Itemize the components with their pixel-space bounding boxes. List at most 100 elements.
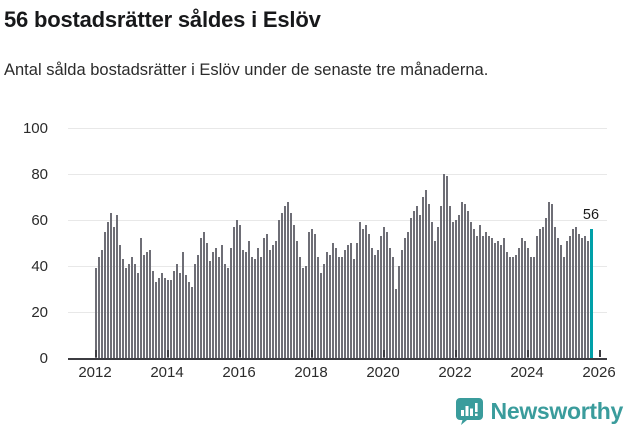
bar — [359, 222, 362, 358]
bar — [308, 231, 311, 358]
bar — [539, 229, 542, 358]
x-axis-tick-label: 2022 — [438, 364, 472, 381]
bar — [149, 249, 152, 358]
y-axis-tick-label: 100 — [22, 120, 48, 137]
bar — [152, 270, 155, 358]
y-axis-tick-label: 60 — [31, 212, 48, 229]
bar — [176, 263, 179, 358]
bar — [239, 224, 242, 358]
bar — [254, 259, 257, 358]
bar — [341, 256, 344, 358]
bar — [566, 240, 569, 358]
x-axis-tick-label: 2012 — [78, 364, 112, 381]
bar — [227, 268, 230, 358]
bar — [575, 226, 578, 358]
bar — [104, 231, 107, 358]
bar — [296, 240, 299, 358]
bar — [137, 272, 140, 358]
bar — [107, 222, 110, 358]
x-axis-tick — [599, 350, 601, 357]
bar — [167, 279, 170, 358]
bar — [446, 176, 449, 358]
bar — [434, 240, 437, 358]
bar — [455, 220, 458, 358]
bar — [482, 236, 485, 358]
bar — [551, 203, 554, 358]
bar — [386, 231, 389, 358]
bar — [581, 238, 584, 358]
bar — [425, 190, 428, 358]
bar — [356, 243, 359, 358]
bar — [212, 252, 215, 358]
bar — [125, 268, 128, 358]
gridline — [68, 220, 607, 221]
bar — [203, 231, 206, 358]
x-axis-tick — [311, 350, 313, 357]
plot-area — [68, 128, 607, 360]
footer: Newsworthy — [0, 396, 631, 439]
bar — [302, 268, 305, 358]
bar — [533, 256, 536, 358]
bar — [101, 249, 104, 358]
bar — [497, 240, 500, 358]
bar — [284, 206, 287, 358]
bar — [134, 263, 137, 358]
x-axis-tick — [167, 350, 169, 357]
bar — [473, 229, 476, 358]
bar — [542, 226, 545, 358]
bar — [494, 243, 497, 358]
bar — [476, 236, 479, 358]
bar — [401, 249, 404, 358]
bar — [215, 247, 218, 358]
bar — [98, 256, 101, 358]
bar — [368, 233, 371, 358]
bar — [458, 215, 461, 358]
bar — [119, 245, 122, 358]
bar — [524, 240, 527, 358]
bar — [266, 233, 269, 358]
x-axis-tick — [455, 350, 457, 357]
bar — [305, 266, 308, 358]
page-subtitle: Antal sålda bostadsrätter i Eslöv under … — [4, 61, 489, 79]
bar — [587, 240, 590, 358]
bar — [470, 222, 473, 358]
bar — [269, 249, 272, 358]
bar — [464, 203, 467, 358]
bar — [506, 252, 509, 358]
gridline — [68, 266, 607, 267]
bar — [431, 222, 434, 358]
bar — [326, 252, 329, 358]
bar — [278, 220, 281, 358]
bar — [110, 213, 113, 358]
bar — [545, 217, 548, 358]
bar — [530, 256, 533, 358]
bar — [422, 197, 425, 358]
bar — [113, 226, 116, 358]
bar — [515, 254, 518, 358]
bar — [488, 236, 491, 358]
bar — [236, 220, 239, 358]
x-axis-tick — [95, 350, 97, 357]
bar — [335, 247, 338, 358]
brand-name: Newsworthy — [490, 398, 624, 424]
bar — [392, 256, 395, 358]
bar — [242, 249, 245, 358]
x-axis-tick-label: 2014 — [150, 364, 184, 381]
bar — [173, 270, 176, 358]
bar — [188, 282, 191, 358]
bar — [155, 282, 158, 358]
bar — [161, 272, 164, 358]
bar — [527, 247, 530, 358]
bar — [230, 247, 233, 358]
bar — [572, 229, 575, 358]
bar — [95, 268, 98, 358]
bar — [404, 238, 407, 358]
bar — [443, 174, 446, 358]
bar — [128, 263, 131, 358]
x-axis-tick-label: 2020 — [366, 364, 400, 381]
bar — [158, 277, 161, 358]
newsworthy-logo[interactable]: Newsworthy — [455, 398, 624, 425]
bar — [251, 256, 254, 358]
bar — [332, 243, 335, 358]
